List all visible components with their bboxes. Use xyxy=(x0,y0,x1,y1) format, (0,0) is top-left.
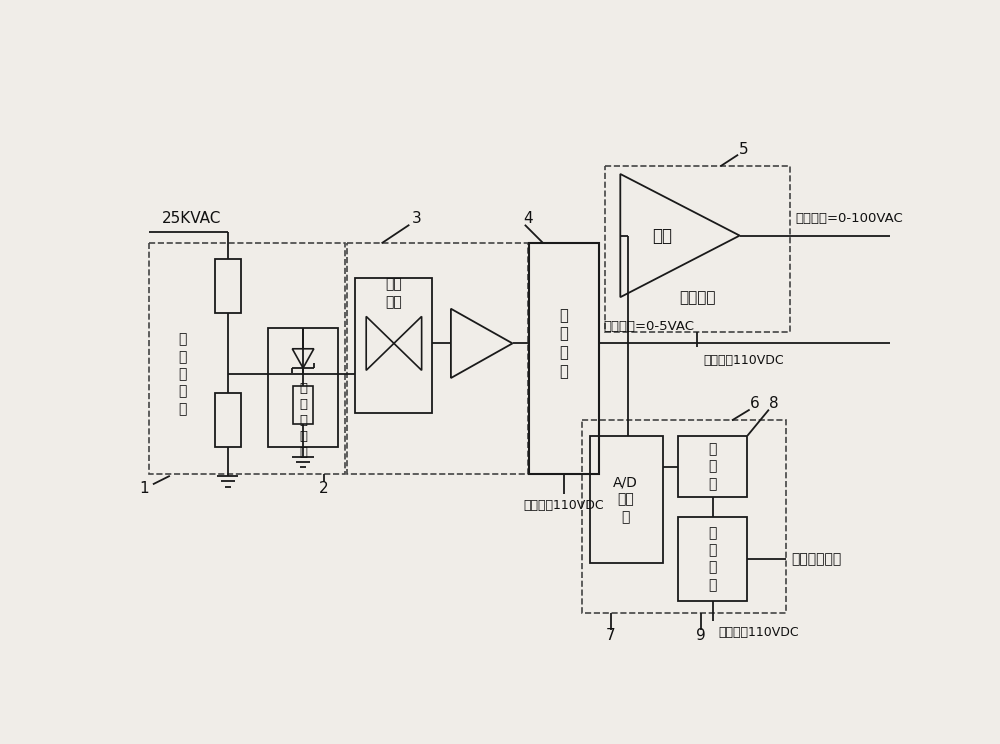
Text: 5: 5 xyxy=(739,142,748,157)
Text: 3: 3 xyxy=(412,211,422,226)
Text: 7: 7 xyxy=(606,629,616,644)
Text: 低
压
放
大: 低 压 放 大 xyxy=(560,308,568,379)
Text: 输出信号=0-100VAC: 输出信号=0-100VAC xyxy=(796,212,904,225)
Text: 信号放大: 信号放大 xyxy=(679,289,716,305)
Bar xyxy=(605,166,790,332)
Text: 25KVAC: 25KVAC xyxy=(162,211,222,226)
Bar xyxy=(149,243,345,474)
Bar xyxy=(678,436,747,498)
Text: 2: 2 xyxy=(319,481,329,496)
Text: 4: 4 xyxy=(523,211,533,226)
Bar xyxy=(355,278,432,413)
Bar xyxy=(347,243,528,474)
Text: 1: 1 xyxy=(140,481,149,496)
Text: 电
阻
分
压
器: 电 阻 分 压 器 xyxy=(179,333,187,416)
Text: 电源输入110VDC: 电源输入110VDC xyxy=(703,354,784,367)
Text: 电源输入110VDC: 电源输入110VDC xyxy=(524,498,604,512)
Text: 过
电
压
保
护: 过 电 压 保 护 xyxy=(299,382,307,459)
Text: 8: 8 xyxy=(769,396,779,411)
Bar xyxy=(268,328,338,447)
Text: 9: 9 xyxy=(696,629,706,644)
Bar xyxy=(590,436,663,562)
Text: 光电
隔离: 光电 隔离 xyxy=(386,278,402,309)
Bar xyxy=(215,259,241,312)
Text: 输出数字信号: 输出数字信号 xyxy=(791,552,841,566)
Bar xyxy=(529,243,599,474)
Text: A/D
转换
器: A/D 转换 器 xyxy=(613,475,638,524)
Bar xyxy=(215,394,241,447)
Text: 控
制
器: 控 制 器 xyxy=(709,442,717,491)
Text: 电源输入110VDC: 电源输入110VDC xyxy=(719,626,799,638)
Bar xyxy=(582,420,786,613)
Text: 输出信号=0-5VAC: 输出信号=0-5VAC xyxy=(603,320,694,333)
Bar xyxy=(293,385,313,424)
Text: 6: 6 xyxy=(750,396,760,411)
Text: 功放: 功放 xyxy=(653,227,673,245)
Bar xyxy=(678,516,747,601)
Text: 网
络
接
口: 网 络 接 口 xyxy=(709,526,717,592)
